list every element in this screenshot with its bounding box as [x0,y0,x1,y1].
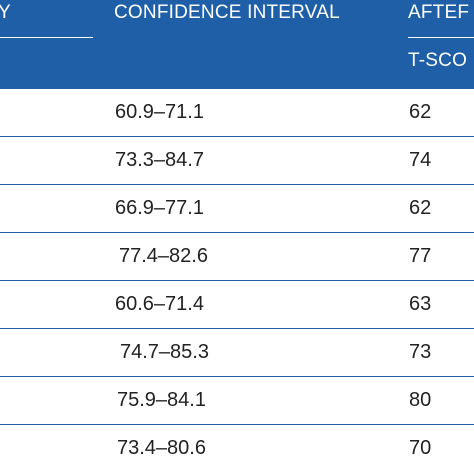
confidence-interval-cell: 74.7–85.3 [120,341,209,363]
t-score-cell: 74 [409,149,432,171]
table-row: 60.9–71.1 62 [0,89,474,137]
column-header-confidence-interval: CONFIDENCE INTERVAL [114,2,340,23]
column-header-after: AFTEF [408,2,470,23]
table-row: 66.9–77.1 62 [0,185,474,233]
table-row: 73.3–84.7 74 [0,137,474,185]
confidence-interval-cell: 60.6–71.4 [115,293,204,315]
t-score-cell: 62 [409,197,432,219]
t-score-cell: 70 [409,437,432,459]
confidence-interval-cell: 75.9–84.1 [117,389,206,411]
table-row: 60.6–71.4 63 [0,281,474,329]
column-header-partial: Y [0,2,11,23]
confidence-interval-cell: 73.3–84.7 [115,149,204,171]
t-score-cell: 63 [409,293,432,315]
t-score-cell: 77 [409,245,432,267]
header-divider [408,37,474,38]
table-header: Y CONFIDENCE INTERVAL AFTEF T-SCO [0,0,474,89]
t-score-cell: 80 [409,389,432,411]
column-subheader-t-score: T-SCO [408,50,468,71]
header-divider [0,37,93,38]
confidence-interval-cell: 77.4–82.6 [119,245,208,267]
t-score-cell: 62 [409,101,432,123]
table-row: 73.4–80.6 70 [0,425,474,473]
table-row: 75.9–84.1 80 [0,377,474,425]
table-row: 77.4–82.6 77 [0,233,474,281]
table-row: 74.7–85.3 73 [0,329,474,377]
confidence-interval-cell: 73.4–80.6 [117,437,206,459]
t-score-cell: 73 [409,341,432,363]
confidence-interval-cell: 60.9–71.1 [115,101,204,123]
confidence-interval-cell: 66.9–77.1 [115,197,204,219]
